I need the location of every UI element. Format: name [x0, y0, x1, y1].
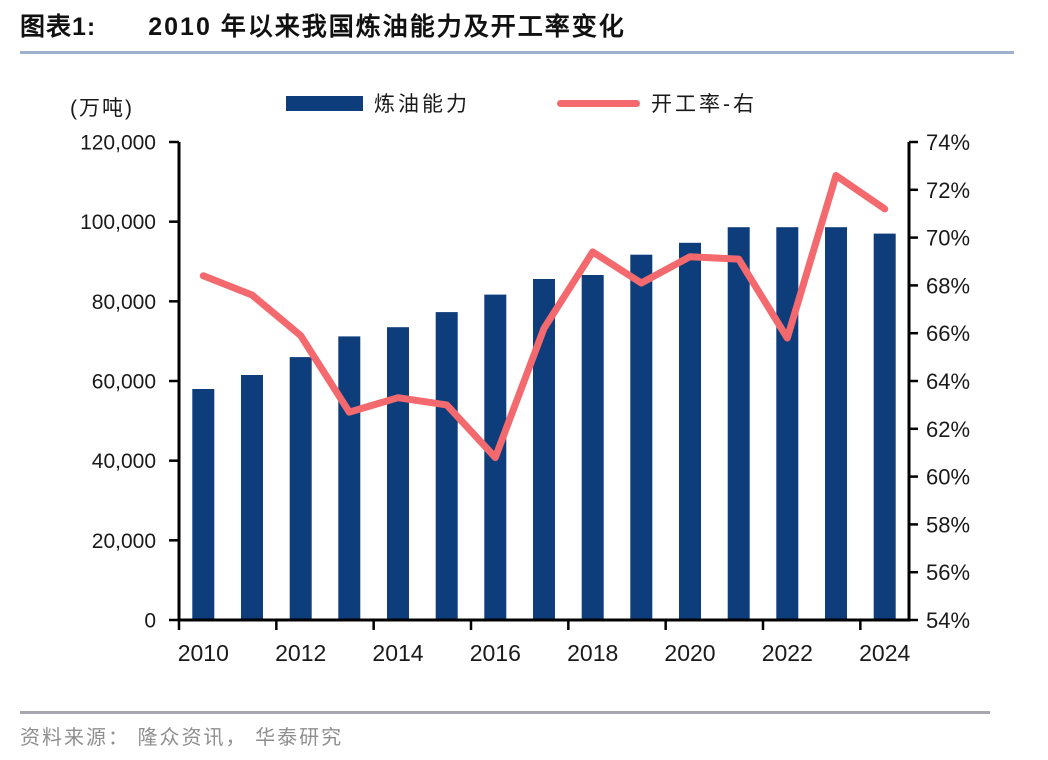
right-axis-ticks: 74% 72% 70% 68% 66% 64% 62% 60% 58% 56% 54% [909, 130, 970, 633]
x-tick-label: 2010 [178, 640, 229, 666]
right-tick-label: 64% [926, 369, 970, 394]
legend-label-rate: 开工率-右 [651, 93, 757, 116]
bar-2017 [533, 279, 555, 620]
left-tick-label: 60,000 [92, 371, 156, 394]
bar-2020 [679, 242, 701, 621]
bar-2015 [435, 312, 458, 620]
capacity-bars [192, 227, 896, 621]
right-tick-label: 72% [926, 178, 970, 203]
right-tick-label: 74% [926, 130, 970, 155]
bar-2024 [873, 233, 896, 620]
right-tick-label: 68% [926, 273, 970, 298]
rate-line [199, 172, 889, 461]
right-tick-label: 60% [926, 465, 970, 490]
left-tick-label: 100,000 [80, 211, 156, 234]
figure-number: 图表1: [20, 13, 97, 41]
figure-header: 图表1: 2010 年以来我国炼油能力及开工率变化 [20, 7, 626, 43]
left-axis-ticks: 120,000 100,000 80,000 60,000 40,000 20,000 0 [80, 132, 179, 633]
right-tick-label: 58% [926, 512, 970, 537]
x-tick-label: 2022 [762, 640, 813, 666]
legend-bar-swatch [286, 95, 363, 111]
bar-2011 [241, 375, 263, 620]
left-tick-label: 0 [144, 610, 156, 633]
bar-2018 [581, 275, 604, 620]
left-tick-label: 20,000 [92, 530, 156, 553]
legend-label-capacity: 炼油能力 [374, 93, 470, 116]
source-text: 资料来源： 隆众资讯， 华泰研究 [20, 727, 344, 749]
right-tick-label: 66% [926, 321, 970, 346]
x-tick-label: 2024 [859, 640, 910, 666]
x-tick-label: 2012 [275, 640, 326, 666]
bar-2010 [192, 389, 215, 620]
right-tick-label: 56% [926, 560, 970, 585]
bar-2022 [776, 227, 799, 620]
right-tick-label: 70% [926, 226, 970, 251]
left-tick-label: 80,000 [92, 291, 156, 314]
bar-2012 [289, 357, 312, 620]
x-tick-label: 2020 [664, 640, 715, 666]
left-axis-unit-label: (万吨) [70, 97, 134, 120]
bar-2014 [387, 327, 409, 620]
bar-2019 [630, 254, 653, 620]
figure-title: 2010 年以来我国炼油能力及开工率变化 [148, 13, 626, 41]
x-tick-label: 2018 [567, 640, 618, 666]
legend-item-rate: 开工率-右 [557, 88, 757, 118]
legend-item-capacity: 炼油能力 [286, 88, 470, 118]
source-divider [20, 711, 990, 714]
right-tick-label: 54% [926, 608, 970, 633]
bar-2021 [727, 227, 750, 620]
bar-2023 [825, 227, 847, 620]
x-tick-label: 2014 [372, 640, 423, 666]
right-tick-label: 62% [926, 417, 970, 442]
legend-line-swatch [557, 99, 640, 107]
left-tick-label: 40,000 [92, 450, 156, 473]
x-axis-ticks: 2010 2012 2014 2016 2018 2020 2022 2024 [178, 620, 910, 666]
bar-2013 [338, 336, 361, 620]
x-tick-label: 2016 [470, 640, 521, 666]
left-tick-label: 120,000 [80, 132, 156, 155]
title-divider [20, 51, 1014, 54]
